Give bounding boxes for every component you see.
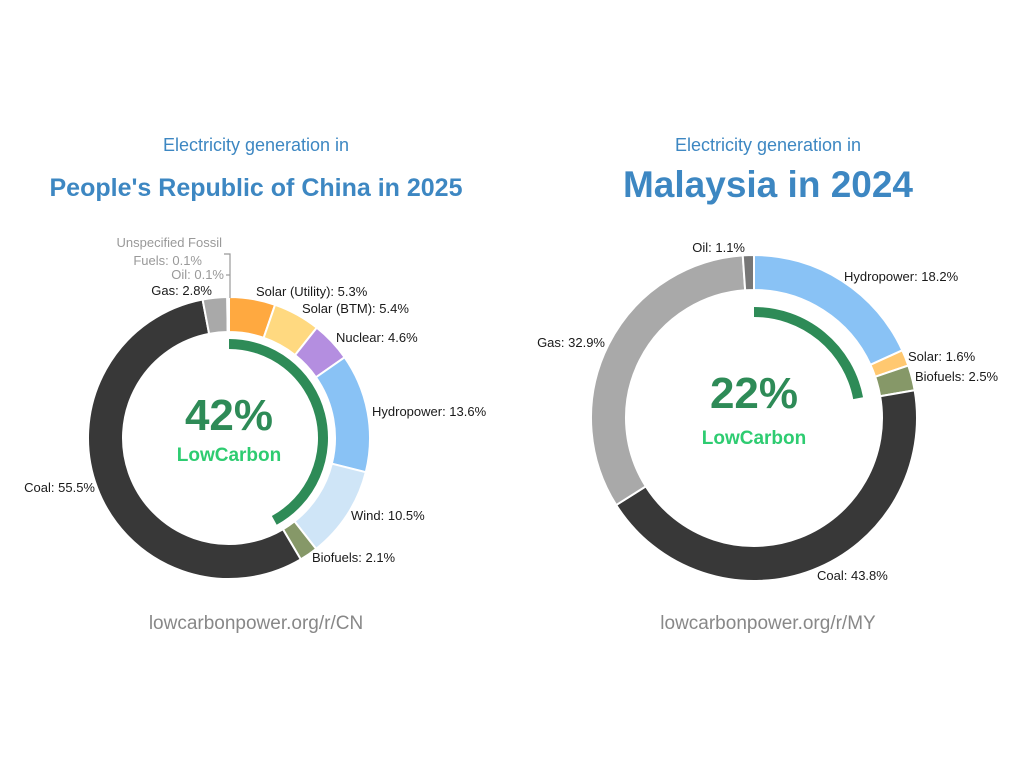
malaysia-brand-logo: LowCarbon	[702, 428, 807, 449]
malaysia-label-solar: Solar: 1.6%	[908, 349, 976, 364]
china-label-hydropower: Hydropower: 13.6%	[372, 404, 487, 419]
malaysia-slice-coal	[614, 389, 918, 582]
china-low-carbon-arc	[228, 339, 328, 525]
china-pretitle: Electricity generation in	[163, 135, 349, 155]
malaysia-title: Malaysia in 2024	[623, 164, 913, 205]
malaysia-label-gas: Gas: 32.9%	[537, 335, 605, 350]
china-low-carbon-percent: 42%	[185, 391, 273, 440]
malaysia-slice-oil	[741, 253, 755, 292]
malaysia-source-url: lowcarbonpower.org/r/MY	[660, 613, 876, 634]
china-label-gas: Gas: 2.8%	[151, 283, 212, 298]
china-label-solar-utility: Solar (Utility): 5.3%	[256, 284, 368, 299]
china-donut	[87, 295, 371, 580]
china-label-wind: Wind: 10.5%	[351, 508, 425, 523]
malaysia-low-carbon-arc	[753, 307, 864, 400]
malaysia-pretitle: Electricity generation in	[675, 135, 861, 155]
china-panel: Electricity generation in People's Repub…	[24, 135, 486, 634]
china-label-nuclear: Nuclear: 4.6%	[336, 330, 418, 345]
china-label-unspecified-line2: Fuels: 0.1%	[133, 253, 202, 268]
malaysia-label-coal: Coal: 43.8%	[817, 568, 888, 583]
china-slice-unspecified-fossil-fuels	[227, 295, 230, 334]
china-label-coal: Coal: 55.5%	[24, 480, 95, 495]
china-title: People's Republic of China in 2025	[50, 174, 463, 202]
malaysia-donut	[590, 253, 918, 582]
china-source-url: lowcarbonpower.org/r/CN	[149, 613, 363, 634]
malaysia-label-oil: Oil: 1.1%	[692, 240, 745, 255]
malaysia-low-carbon-percent: 22%	[710, 369, 798, 418]
malaysia-panel: Electricity generation in Malaysia in 20…	[537, 135, 998, 634]
china-leader-line-unspecified	[224, 253, 231, 298]
malaysia-label-hydropower: Hydropower: 18.2%	[844, 269, 959, 284]
china-label-biofuels: Biofuels: 2.1%	[312, 550, 396, 565]
china-label-unspecified-line1: Unspecified Fossil	[117, 235, 223, 250]
china-brand-logo: LowCarbon	[177, 445, 282, 466]
china-label-oil: Oil: 0.1%	[171, 267, 224, 282]
china-label-solar-btm: Solar (BTM): 5.4%	[302, 301, 409, 316]
china-slice-coal	[87, 298, 303, 580]
malaysia-label-biofuels: Biofuels: 2.5%	[915, 369, 999, 384]
